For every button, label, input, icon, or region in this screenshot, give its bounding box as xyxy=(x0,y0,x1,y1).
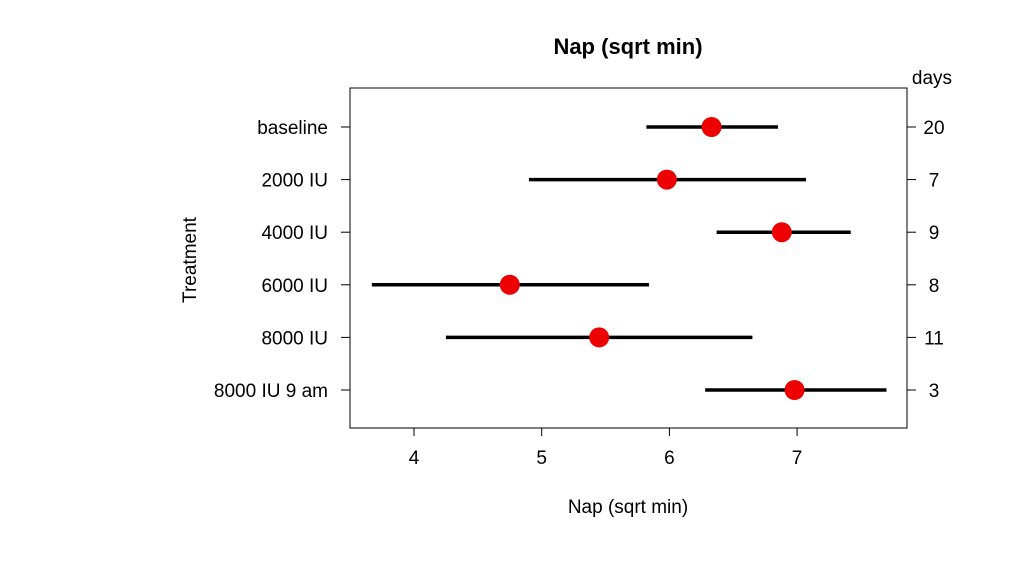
plot-area xyxy=(349,87,908,429)
days-label: 20 xyxy=(923,118,944,139)
point-estimate xyxy=(771,222,792,243)
category-label: 2000 IU xyxy=(261,171,328,192)
point-estimate xyxy=(589,327,610,348)
chart-title: Nap (sqrt min) xyxy=(553,34,702,59)
x-tick-label-6: 6 xyxy=(664,448,675,469)
point-estimate xyxy=(784,380,805,400)
x-tick-label-5: 5 xyxy=(536,448,547,469)
category-label: 8000 IU xyxy=(261,328,328,349)
x-tick-label-4: 4 xyxy=(409,448,420,469)
days-label: 7 xyxy=(929,171,940,192)
days-label: 11 xyxy=(924,328,944,349)
category-label: baseline xyxy=(257,118,328,139)
category-label: 6000 IU xyxy=(261,276,328,297)
point-estimate xyxy=(701,117,722,137)
x-tick-label-7: 7 xyxy=(792,448,803,469)
days-label: 8 xyxy=(929,276,940,297)
chart-marks: 4 5 6 7 baseline 20 2000 IU 7 4000 IU 9 6000 IU 8 80… xyxy=(214,117,945,469)
point-estimate xyxy=(656,169,677,190)
days-label: 9 xyxy=(929,223,940,244)
days-label: 3 xyxy=(929,381,940,402)
y-axis-title: Treatment xyxy=(180,216,201,303)
right-axis-label: days xyxy=(912,68,952,89)
point-estimate xyxy=(499,274,520,295)
category-label: 8000 IU 9 am xyxy=(214,381,328,402)
x-axis-title: Nap (sqrt min) xyxy=(568,497,688,518)
category-label: 4000 IU xyxy=(261,223,328,244)
